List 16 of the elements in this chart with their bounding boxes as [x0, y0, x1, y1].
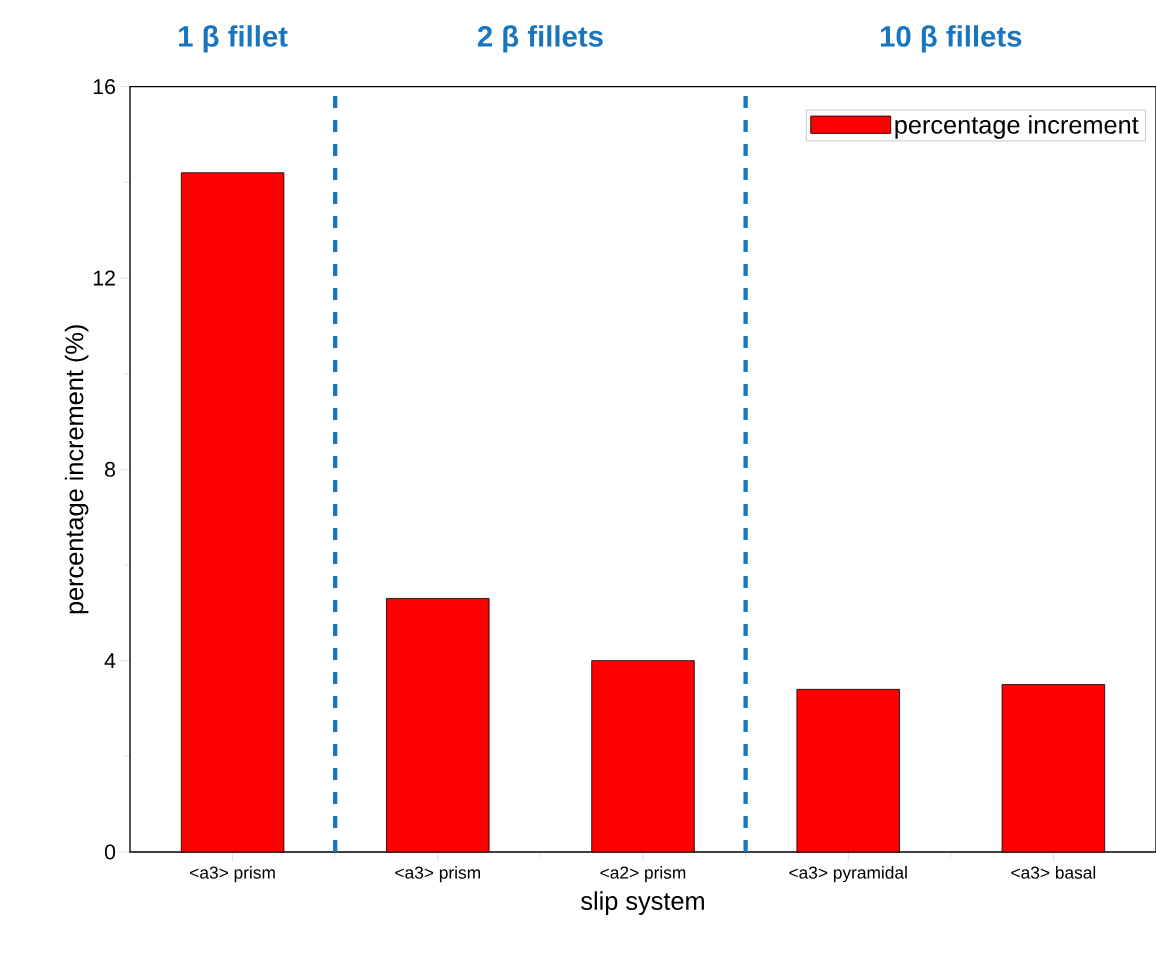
x-tick-label: <a3> prism [190, 866, 275, 883]
text: 10 β fillets [880, 25, 1022, 53]
y-tick-label: 16 [93, 79, 116, 95]
x-tick-label: <a2> prism [600, 866, 686, 883]
text: 1 β fillet [179, 25, 288, 53]
y-axis-title: percentage increment (%) [64, 325, 89, 614]
x-tick-label: <a3> prism [395, 866, 480, 883]
y-tick-label: 0 [104, 844, 116, 860]
legend-label: percentage increment [895, 115, 1139, 139]
y-tick-label: 12 [93, 270, 115, 286]
text: 2 β fillets [477, 25, 603, 53]
x-axis-title: slip system [581, 891, 704, 915]
x-tick-label: <a3> pyramidal [789, 866, 907, 883]
y-tick-label: 8 [105, 461, 116, 477]
x-tick-label: <a3> basal [1011, 866, 1096, 879]
y-tick-label: 4 [104, 653, 116, 668]
